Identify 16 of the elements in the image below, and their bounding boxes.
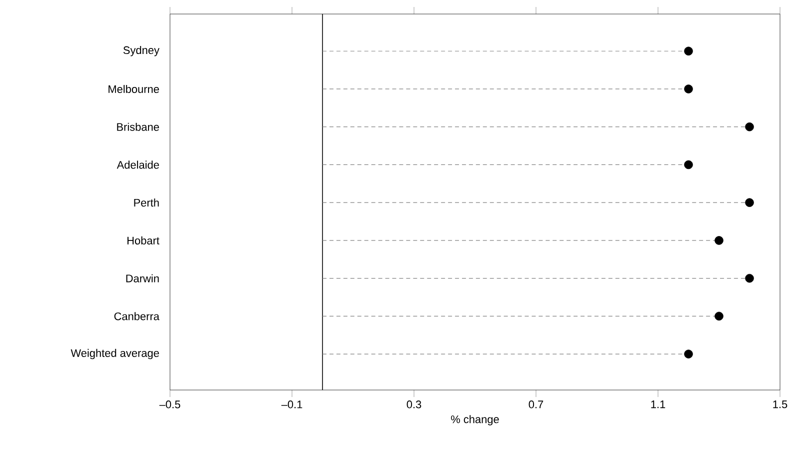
y-tick-label: Darwin	[126, 274, 159, 282]
x-tick-label: 0.7	[528, 400, 544, 408]
x-tick-label: 1.5	[773, 400, 788, 408]
x-tick-label: 1.1	[651, 400, 666, 408]
y-tick-label: Hobart	[127, 236, 160, 244]
y-tick-label: Canberra	[114, 312, 160, 320]
y-tick-label: Sydney	[123, 46, 160, 56]
x-axis-title: % change	[451, 415, 499, 426]
y-tick-label: Weighted average	[70, 348, 159, 360]
y-tick-label: Perth	[134, 198, 159, 207]
x-tick-label: –0.5	[159, 400, 180, 408]
y-tick-label: Brisbane	[117, 122, 159, 131]
y-tick-label: Melbourne	[108, 84, 159, 94]
x-tick-label: 0.3	[406, 400, 422, 408]
y-tick-label: Adelaide	[116, 160, 159, 169]
x-tick-label: –0.1	[281, 400, 302, 408]
